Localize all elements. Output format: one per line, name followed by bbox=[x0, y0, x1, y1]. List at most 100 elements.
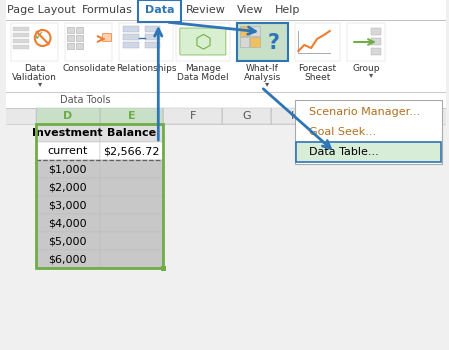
FancyBboxPatch shape bbox=[67, 27, 74, 33]
Text: ✓: ✓ bbox=[33, 30, 44, 43]
FancyBboxPatch shape bbox=[36, 108, 100, 124]
FancyBboxPatch shape bbox=[138, 0, 181, 22]
FancyBboxPatch shape bbox=[6, 108, 446, 350]
Text: ▾: ▾ bbox=[38, 79, 42, 88]
FancyBboxPatch shape bbox=[65, 23, 112, 61]
Text: D: D bbox=[63, 111, 72, 121]
FancyBboxPatch shape bbox=[67, 35, 74, 41]
Text: Validation: Validation bbox=[13, 73, 57, 82]
FancyBboxPatch shape bbox=[36, 232, 100, 250]
FancyBboxPatch shape bbox=[100, 196, 163, 214]
Text: current: current bbox=[48, 146, 88, 156]
Text: Group: Group bbox=[352, 64, 380, 73]
FancyBboxPatch shape bbox=[13, 33, 29, 37]
Text: Data: Data bbox=[24, 64, 46, 73]
FancyBboxPatch shape bbox=[240, 37, 250, 47]
Text: ▾: ▾ bbox=[369, 70, 373, 79]
FancyBboxPatch shape bbox=[145, 26, 160, 32]
Text: Help: Help bbox=[275, 5, 300, 15]
Text: Sheet: Sheet bbox=[304, 73, 331, 82]
FancyBboxPatch shape bbox=[6, 0, 446, 108]
Text: $6,000: $6,000 bbox=[48, 254, 87, 264]
FancyBboxPatch shape bbox=[271, 108, 320, 124]
FancyBboxPatch shape bbox=[100, 108, 163, 124]
FancyBboxPatch shape bbox=[13, 27, 29, 31]
FancyBboxPatch shape bbox=[176, 23, 230, 61]
Text: Data: Data bbox=[145, 5, 174, 15]
FancyBboxPatch shape bbox=[296, 142, 441, 162]
Text: H: H bbox=[291, 111, 299, 121]
FancyBboxPatch shape bbox=[180, 28, 226, 55]
FancyBboxPatch shape bbox=[36, 214, 100, 232]
Text: Scenario Manager...: Scenario Manager... bbox=[309, 107, 420, 117]
Text: G: G bbox=[242, 111, 251, 121]
FancyBboxPatch shape bbox=[6, 108, 446, 124]
Text: ▾: ▾ bbox=[265, 79, 269, 88]
FancyBboxPatch shape bbox=[100, 160, 163, 178]
Text: $1,000: $1,000 bbox=[48, 164, 87, 174]
FancyBboxPatch shape bbox=[371, 38, 381, 45]
FancyBboxPatch shape bbox=[13, 39, 29, 43]
FancyBboxPatch shape bbox=[123, 42, 139, 48]
FancyBboxPatch shape bbox=[145, 42, 160, 48]
Text: Data Tools: Data Tools bbox=[60, 95, 110, 105]
Text: ?: ? bbox=[268, 33, 280, 53]
FancyBboxPatch shape bbox=[119, 23, 173, 61]
FancyBboxPatch shape bbox=[251, 37, 260, 47]
FancyBboxPatch shape bbox=[123, 26, 139, 32]
FancyBboxPatch shape bbox=[36, 196, 100, 214]
FancyBboxPatch shape bbox=[295, 23, 339, 61]
Text: Manage: Manage bbox=[185, 64, 221, 73]
FancyBboxPatch shape bbox=[100, 214, 163, 232]
Text: ⬡: ⬡ bbox=[194, 33, 211, 51]
Text: $5,000: $5,000 bbox=[48, 236, 87, 246]
Text: Relationships: Relationships bbox=[116, 64, 176, 73]
Text: Forecast: Forecast bbox=[299, 64, 337, 73]
FancyBboxPatch shape bbox=[123, 34, 139, 40]
FancyBboxPatch shape bbox=[348, 23, 385, 61]
FancyBboxPatch shape bbox=[100, 232, 163, 250]
FancyBboxPatch shape bbox=[102, 33, 111, 41]
Text: $4,000: $4,000 bbox=[48, 218, 87, 228]
FancyBboxPatch shape bbox=[100, 250, 163, 268]
Text: I: I bbox=[343, 111, 346, 121]
FancyBboxPatch shape bbox=[295, 100, 442, 164]
FancyBboxPatch shape bbox=[320, 108, 369, 124]
FancyBboxPatch shape bbox=[100, 178, 163, 196]
FancyBboxPatch shape bbox=[11, 23, 58, 61]
Text: F: F bbox=[189, 111, 196, 121]
Text: $3,000: $3,000 bbox=[48, 200, 87, 210]
Text: What-If: What-If bbox=[246, 64, 278, 73]
Text: Consolidate: Consolidate bbox=[62, 64, 115, 73]
FancyBboxPatch shape bbox=[100, 142, 163, 160]
Text: Formulas: Formulas bbox=[82, 5, 133, 15]
FancyBboxPatch shape bbox=[161, 266, 166, 271]
FancyBboxPatch shape bbox=[13, 45, 29, 49]
FancyBboxPatch shape bbox=[36, 124, 100, 142]
FancyBboxPatch shape bbox=[76, 35, 83, 41]
Text: Data Model: Data Model bbox=[177, 73, 229, 82]
FancyBboxPatch shape bbox=[222, 108, 271, 124]
FancyBboxPatch shape bbox=[240, 26, 250, 36]
Text: Page Layout: Page Layout bbox=[7, 5, 76, 15]
FancyBboxPatch shape bbox=[76, 27, 83, 33]
FancyBboxPatch shape bbox=[67, 43, 74, 49]
Text: $2,000: $2,000 bbox=[48, 182, 87, 192]
FancyBboxPatch shape bbox=[36, 160, 100, 178]
Text: $2,566.72: $2,566.72 bbox=[103, 146, 159, 156]
FancyBboxPatch shape bbox=[371, 28, 381, 35]
Text: Data Table...: Data Table... bbox=[309, 147, 379, 157]
FancyBboxPatch shape bbox=[163, 108, 222, 124]
Text: Analysis: Analysis bbox=[243, 73, 281, 82]
FancyBboxPatch shape bbox=[36, 250, 100, 268]
FancyBboxPatch shape bbox=[6, 92, 446, 108]
Text: E: E bbox=[128, 111, 135, 121]
FancyBboxPatch shape bbox=[237, 23, 288, 61]
FancyBboxPatch shape bbox=[371, 48, 381, 55]
Text: View: View bbox=[237, 5, 264, 15]
FancyBboxPatch shape bbox=[100, 124, 163, 142]
FancyBboxPatch shape bbox=[36, 142, 100, 160]
FancyBboxPatch shape bbox=[251, 26, 260, 36]
Text: Investment: Investment bbox=[32, 128, 103, 138]
Text: Review: Review bbox=[186, 5, 226, 15]
